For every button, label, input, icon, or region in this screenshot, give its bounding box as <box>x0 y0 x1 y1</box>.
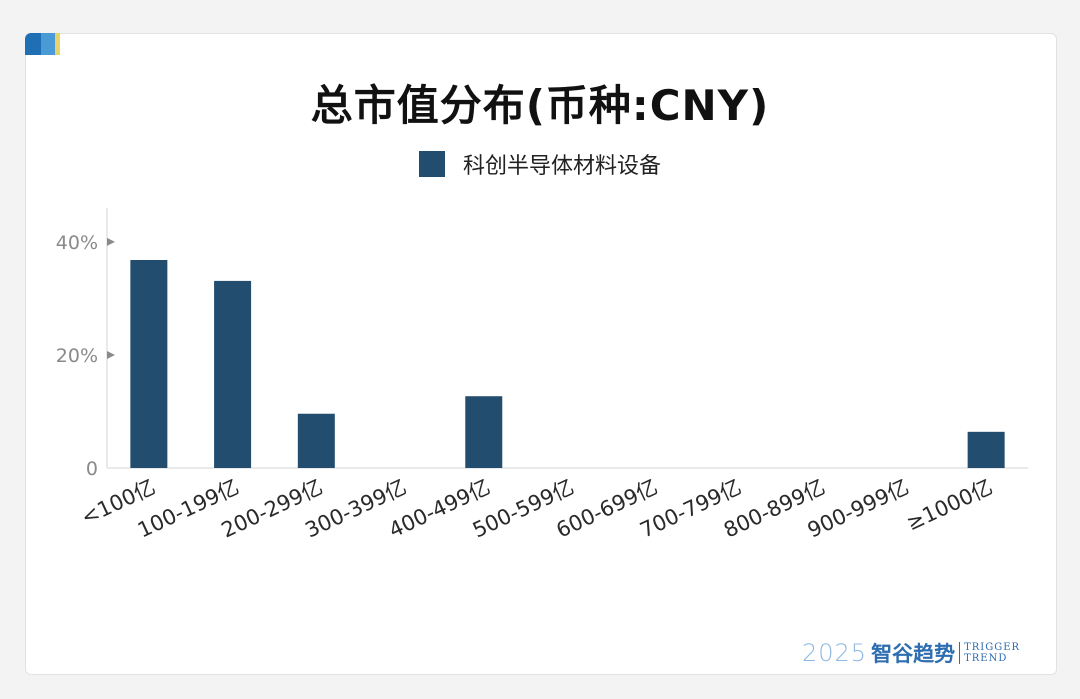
chart-title: 总市值分布(币种:CNY) <box>310 81 770 130</box>
y-tick-label: 20% <box>56 345 98 367</box>
x-tick-label: ≥1000亿 <box>903 475 997 536</box>
brand-en-line1: TRIGGER <box>964 642 1021 653</box>
corner-accent <box>25 33 60 55</box>
legend: 科创半导体材料设备 <box>0 148 1080 180</box>
brand-name: 智谷趋势 <box>871 641 956 666</box>
bar <box>214 280 252 468</box>
chart-card <box>25 33 1057 675</box>
brand-separator <box>959 642 961 664</box>
brand-en-line2: TREND <box>964 653 1008 664</box>
bar <box>130 260 168 468</box>
legend-label: 科创半导体材料设备 <box>462 154 661 179</box>
legend-swatch <box>418 151 445 177</box>
y-tick-label: 0 <box>86 458 98 480</box>
bar <box>465 396 503 468</box>
y-tick-marker <box>107 350 115 359</box>
brand-english: TRIGGER TREND <box>964 642 1020 664</box>
y-tick-label: 40% <box>56 232 98 254</box>
brand-year: 2025 <box>802 639 868 667</box>
y-tick-marker <box>107 237 115 246</box>
bar <box>297 413 335 468</box>
brand-logo: 2025 智谷趋势 TRIGGER TREND <box>802 638 1020 668</box>
bar <box>967 431 1005 468</box>
